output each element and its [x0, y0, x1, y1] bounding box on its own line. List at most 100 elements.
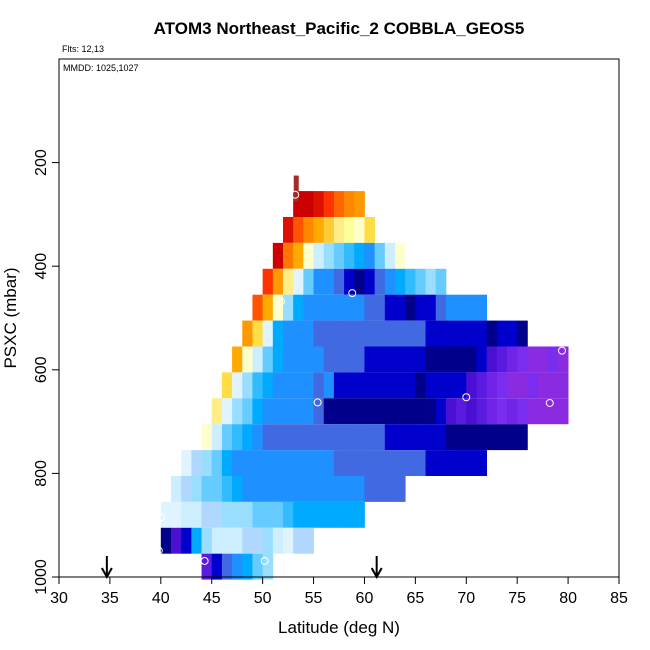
x-tick-label: 75: [508, 590, 526, 607]
heatmap-cell: [262, 527, 274, 554]
heatmap-cell: [395, 294, 406, 321]
heatmap-cell: [374, 320, 386, 347]
heatmap-cell: [364, 294, 376, 321]
heatmap-cell: [313, 242, 325, 269]
heatmap-cell: [221, 424, 233, 451]
heatmap-cell: [384, 268, 396, 295]
heatmap-cell: [384, 424, 396, 451]
heatmap-cell: [537, 372, 549, 399]
heatmap-cell: [252, 294, 264, 321]
heatmap-cell: [201, 475, 213, 502]
heatmap-cell: [283, 320, 294, 347]
heatmap-cell: [242, 346, 253, 373]
heatmap-cell: [160, 501, 172, 528]
heatmap-cell: [496, 320, 508, 347]
heatmap-cell: [415, 450, 426, 476]
heatmap-cell: [313, 372, 325, 399]
heatmap-cell: [395, 346, 406, 373]
y-tick-label: 600: [33, 356, 50, 383]
heatmap-cell: [262, 553, 274, 580]
heatmap-cell: [405, 424, 416, 451]
heatmap-cell: [354, 242, 365, 269]
heatmap-cell: [211, 450, 223, 476]
heatmap-cell: [303, 372, 314, 399]
heatmap-cell: [507, 346, 518, 373]
heatmap-cell: [456, 398, 467, 425]
heatmap-cell: [405, 450, 416, 476]
heatmap-cell: [425, 424, 437, 451]
heatmap-cell: [344, 475, 355, 502]
heatmap-cell: [242, 398, 253, 425]
heatmap-cell: [425, 268, 437, 295]
heatmap-cell: [445, 346, 457, 373]
heatmap-cell: [221, 553, 233, 580]
heatmap-cell: [395, 268, 406, 295]
heatmap-cell: [201, 553, 213, 580]
x-axis-label: Latitude (deg N): [278, 618, 400, 637]
heatmap-cell: [354, 398, 365, 425]
heatmap-cell: [374, 372, 386, 399]
heatmap-cell: [425, 320, 437, 347]
x-tick-label: 60: [356, 590, 374, 607]
heatmap-cell: [557, 372, 569, 399]
heatmap-cell: [456, 320, 467, 347]
heatmap-cell: [323, 372, 335, 399]
heatmap-cell: [496, 346, 508, 373]
heatmap-cell: [384, 372, 396, 399]
heatmap-cell: [191, 475, 202, 502]
heatmap-cell: [557, 398, 569, 425]
heatmap-cell: [252, 527, 264, 554]
x-tick-label: 45: [203, 590, 221, 607]
heatmap-cell: [517, 372, 528, 399]
heatmap-cell: [283, 268, 294, 295]
plot-frame: [58, 58, 620, 578]
heatmap-cell: [303, 191, 314, 217]
heatmap-cell: [262, 501, 274, 528]
heatmap-cell: [384, 398, 396, 425]
heatmap-cell: [242, 527, 253, 554]
heatmap-cell: [303, 216, 314, 243]
heatmap-cell: [354, 450, 365, 476]
heatmap-cell: [293, 268, 304, 295]
heatmap-cell: [333, 242, 345, 269]
heatmap-cell: [232, 372, 243, 399]
heatmap-cell: [313, 398, 325, 425]
heatmap-cell: [445, 398, 457, 425]
heatmap-cell: [232, 475, 243, 502]
heatmap-cell: [344, 320, 355, 347]
heatmap-cell: [476, 320, 488, 347]
stem-marks: [293, 175, 299, 202]
heatmap-cell: [313, 450, 325, 476]
heatmap-cell: [313, 191, 325, 217]
heatmap-cell: [486, 398, 498, 425]
heatmap-cell: [283, 242, 294, 269]
heatmap-cell: [547, 346, 559, 373]
heatmap-cell: [201, 501, 213, 528]
heatmap-cell: [537, 346, 549, 373]
heatmap-cell: [364, 242, 376, 269]
heatmap-cell: [405, 320, 416, 347]
heatmap-cell: [252, 398, 264, 425]
heatmap-cell: [272, 398, 284, 425]
heatmap-cell: [435, 450, 447, 476]
heatmap-cell: [252, 450, 264, 476]
arrow-markers: [100, 556, 383, 580]
heatmap-cell: [456, 372, 467, 399]
heatmap-cell: [476, 450, 488, 476]
heatmap-cell: [354, 372, 365, 399]
heatmap-cell: [303, 320, 314, 347]
heatmap-cell: [211, 398, 223, 425]
heatmap-cell: [364, 320, 376, 347]
heatmap-cell: [354, 424, 365, 451]
heatmap-cell: [303, 475, 314, 502]
heatmap-cell: [262, 320, 274, 347]
sample-circle: [276, 297, 285, 306]
heatmap-cell: [415, 372, 426, 399]
heatmap-cell: [527, 398, 538, 425]
heatmap-cell: [425, 372, 437, 399]
heatmap-cell: [405, 372, 416, 399]
heatmap-cell: [262, 268, 274, 295]
heatmap-cell: [496, 424, 508, 451]
heatmap-cell: [201, 450, 213, 476]
heatmap-cell: [303, 527, 314, 554]
